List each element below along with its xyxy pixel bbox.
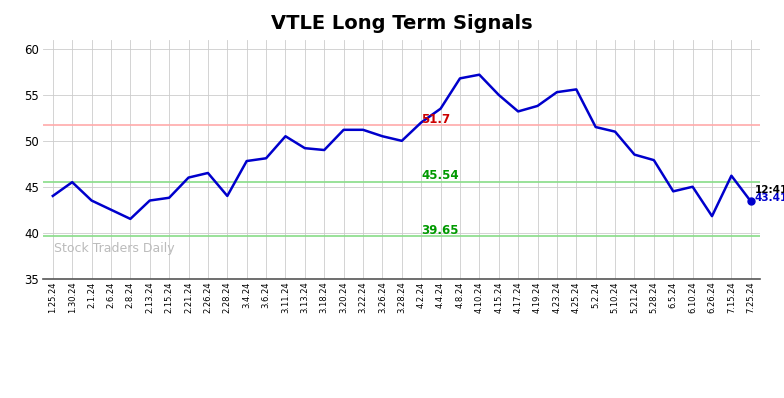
Title: VTLE Long Term Signals: VTLE Long Term Signals [271, 14, 532, 33]
Text: 45.54: 45.54 [421, 170, 459, 183]
Text: 51.7: 51.7 [421, 113, 450, 126]
Text: Stock Traders Daily: Stock Traders Daily [54, 242, 175, 255]
Text: 43.4105: 43.4105 [755, 193, 784, 203]
Text: 12:41: 12:41 [755, 185, 784, 195]
Text: 39.65: 39.65 [421, 224, 459, 236]
